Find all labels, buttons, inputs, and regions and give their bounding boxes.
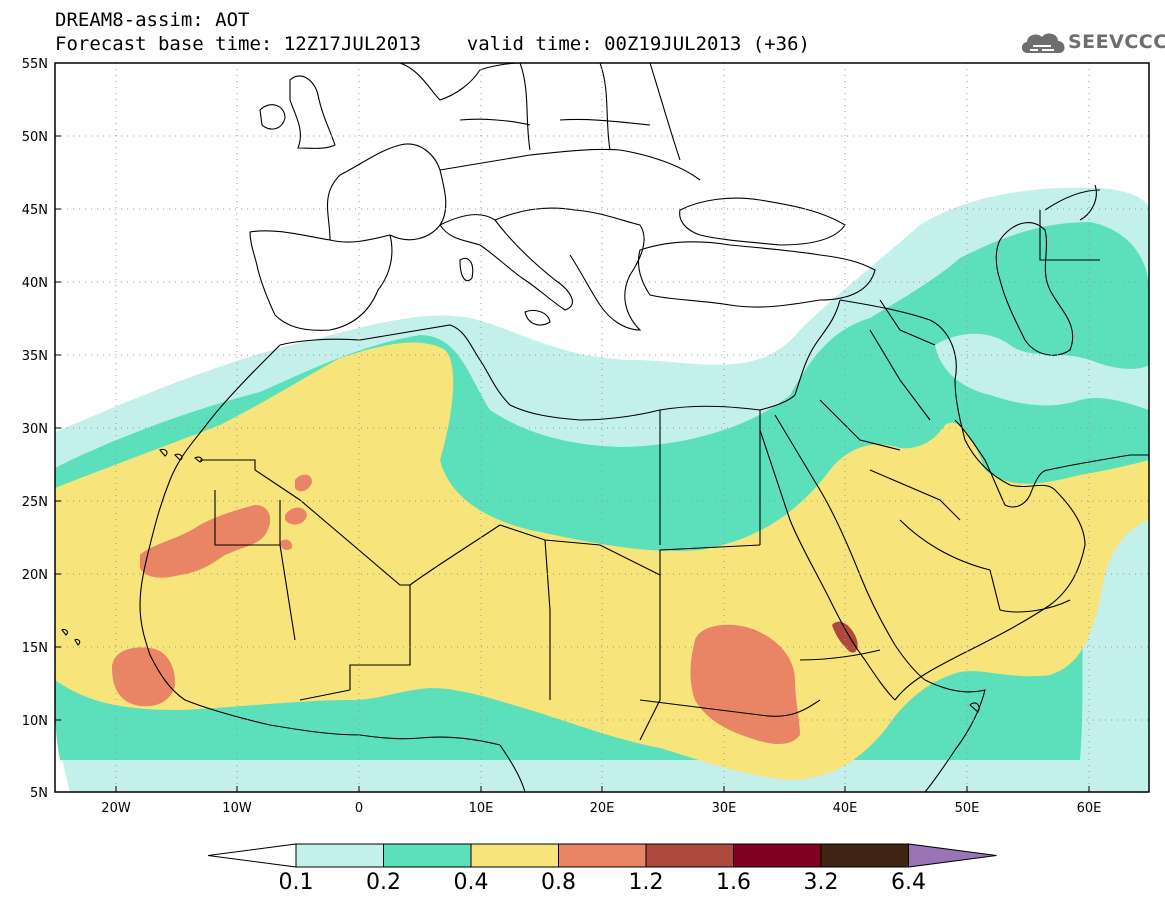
- lat-tick-label: 25N: [22, 495, 48, 510]
- colorbar-labels: 0.1 0.2 0.4 0.8 1.2 1.6 3.2 6.4: [279, 870, 927, 895]
- coastlines: [61, 63, 1149, 792]
- lon-tick-label: 50E: [955, 801, 980, 816]
- lon-tick-label: 20W: [101, 801, 131, 816]
- colorbar-level-label: 3.2: [804, 870, 839, 895]
- logo-text: SEEVCCC: [1068, 31, 1165, 53]
- lat-tick-label: 20N: [22, 568, 48, 583]
- colorbar-level-label: 0.2: [366, 870, 401, 895]
- aot-contour-0.8-mauritania: [140, 505, 271, 578]
- colorbar-level-label: 6.4: [891, 870, 926, 895]
- aot-contour-0.8-sudan: [690, 624, 800, 744]
- colorbar: [207, 843, 997, 868]
- colorbar-level-label: 0.8: [541, 870, 576, 895]
- lon-tick-label: 30E: [712, 801, 737, 816]
- lon-tick-label: 10W: [222, 801, 252, 816]
- lon-tick-label: 40E: [833, 801, 858, 816]
- colorbar-segment: [733, 843, 822, 868]
- lon-tick-label: 0: [355, 801, 363, 816]
- cloud-icon: [1021, 33, 1065, 53]
- colorbar-extend-high: [908, 843, 997, 868]
- colorbar-level-label: 0.4: [454, 870, 489, 895]
- lon-tick-label: 20E: [590, 801, 615, 816]
- lat-tick-label: 40N: [22, 276, 48, 291]
- colorbar-level-label: 1.2: [629, 870, 664, 895]
- lat-tick-label: 45N: [22, 203, 48, 218]
- colorbar-segment: [558, 843, 647, 868]
- lat-tick-label: 35N: [22, 349, 48, 364]
- colorbar-level-label: 0.1: [279, 870, 314, 895]
- colorbar-segment: [820, 843, 909, 868]
- grid-lines: [55, 63, 1149, 792]
- lat-tick-label: 30N: [22, 422, 48, 437]
- lon-tick-label: 10E: [469, 801, 494, 816]
- aot-contour-1.2: [832, 621, 858, 653]
- colorbar-segment: [470, 843, 559, 868]
- lon-tick-label: 60E: [1077, 801, 1102, 816]
- colorbar-level-label: 1.6: [716, 870, 751, 895]
- forecast-time-subtitle: Forecast base time: 12Z17JUL2013 valid t…: [55, 33, 810, 55]
- lat-tick-label: 10N: [22, 714, 48, 729]
- colorbar-segment: [295, 843, 384, 868]
- lat-tick-label: 55N: [22, 57, 48, 72]
- lat-axis: [55, 62, 61, 793]
- chart-title: DREAM8-assim: AOT: [55, 9, 250, 31]
- colorbar-extend-low: [207, 843, 297, 868]
- lat-tick-label: 15N: [22, 641, 48, 656]
- colorbar-segment: [383, 843, 472, 868]
- colorbar-segment: [645, 843, 734, 868]
- lat-tick-label: 5N: [30, 786, 48, 801]
- aot-contour-0.8-senegal: [112, 647, 176, 707]
- lon-axis: [115, 786, 1090, 792]
- lat-tick-label: 50N: [22, 130, 48, 145]
